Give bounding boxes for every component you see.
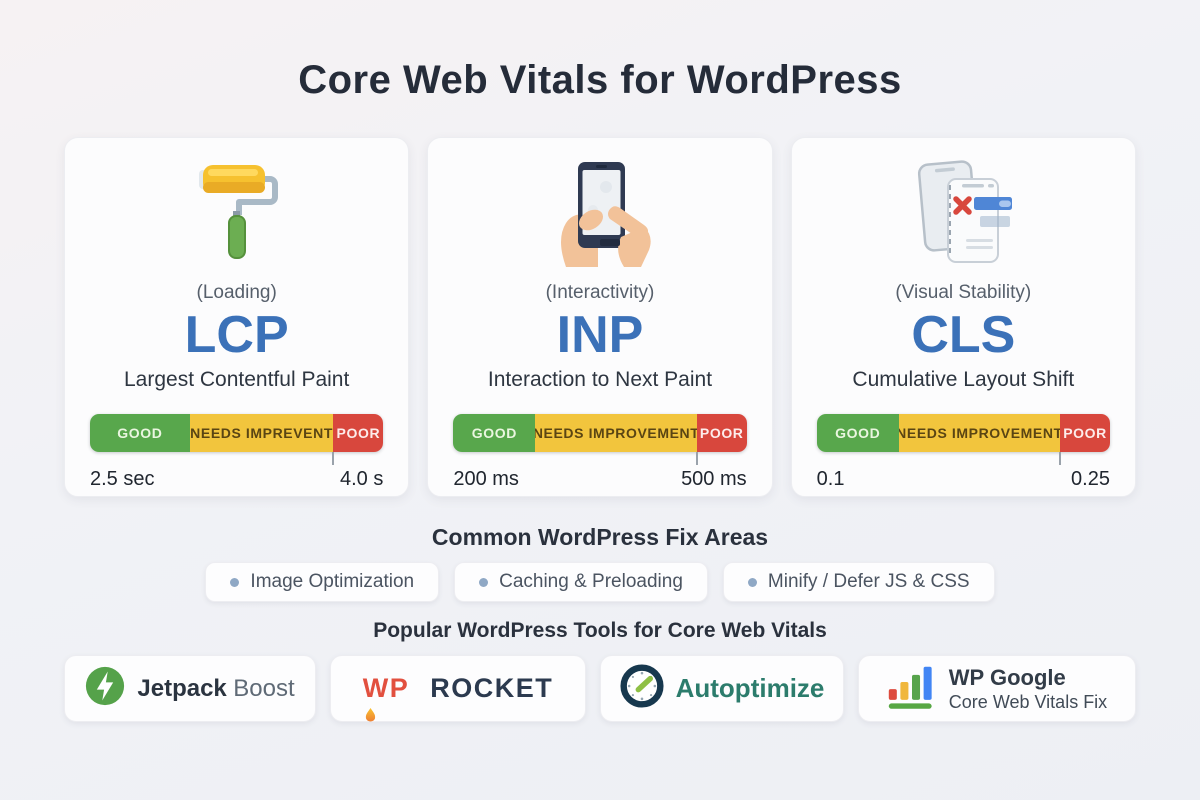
tool-name: Jetpack <box>137 674 227 702</box>
chip-caching-preloading[interactable]: Caching & Preloading <box>454 562 708 602</box>
tool-name-prefix: WP <box>363 673 410 722</box>
segment-needs-improvement: NEEDS IMPROVEMENT <box>898 413 1061 452</box>
jetpack-bolt-icon <box>85 666 125 711</box>
threshold-bar: GOOD NEEDS IMPROVEMENT POOR <box>816 413 1110 465</box>
segment-good: GOOD <box>453 413 536 452</box>
paint-roller-icon <box>187 150 287 274</box>
poor-threshold-value: 0.25 <box>1071 467 1110 490</box>
autoptimize-clock-icon <box>620 664 664 713</box>
fix-areas-row: Image Optimization Caching & Preloading … <box>0 562 1200 602</box>
segment-good: GOOD <box>90 413 190 452</box>
metric-code: INP <box>556 306 644 364</box>
chip-minify-defer[interactable]: Minify / Defer JS & CSS <box>722 562 995 602</box>
segment-poor: POOR <box>696 413 747 452</box>
threshold-range: 0.1 0.25 <box>817 468 1110 491</box>
good-threshold-value: 200 ms <box>453 467 519 490</box>
chip-label: Image Optimization <box>250 571 415 592</box>
metric-category: (Visual Stability) <box>895 282 1032 303</box>
threshold-range: 200 ms 500 ms <box>453 468 746 491</box>
tool-name: ROCKET <box>430 673 554 703</box>
chip-label: Minify / Defer JS & CSS <box>767 571 970 592</box>
layout-shift-icon <box>904 150 1022 274</box>
poor-threshold-value: 500 ms <box>681 467 747 490</box>
threshold-tick <box>695 451 698 465</box>
metric-cards-row: (Loading) LCP Largest Contentful Paint G… <box>64 137 1136 497</box>
metric-card-inp: (Interactivity) INP Interaction to Next … <box>427 137 773 497</box>
good-threshold-value: 0.1 <box>816 467 845 490</box>
threshold-range: 2.5 sec 4.0 s <box>90 468 383 491</box>
bullet-dot-icon <box>230 577 240 587</box>
segment-poor: POOR <box>333 413 384 452</box>
tool-name-suffix: Boost <box>233 674 295 702</box>
bar-chart-icon <box>887 663 937 714</box>
segment-poor: POOR <box>1060 413 1110 452</box>
tool-subtitle: Core Web Vitals Fix <box>948 692 1108 712</box>
metric-full-name: Interaction to Next Paint <box>487 367 713 391</box>
tool-name: Autoptimize <box>675 673 825 703</box>
threshold-tick <box>332 451 335 465</box>
fix-areas-heading: Common WordPress Fix Areas <box>431 524 769 550</box>
bullet-dot-icon <box>479 577 489 587</box>
metric-category: (Interactivity) <box>545 282 655 303</box>
threshold-tick <box>1059 451 1062 465</box>
phone-tap-icon <box>544 150 656 274</box>
threshold-bar: GOOD NEEDS IMPREVENT POOR <box>90 413 384 465</box>
metric-card-lcp: (Loading) LCP Largest Contentful Paint G… <box>64 137 410 497</box>
chip-label: Caching & Preloading <box>499 571 683 592</box>
rocket-flame-icon <box>364 700 377 731</box>
metric-code: CLS <box>911 306 1016 364</box>
metric-full-name: Largest Contentful Paint <box>124 367 350 391</box>
threshold-bar: GOOD NEEDS IMPROVEMENT POOR <box>453 413 747 465</box>
segment-needs-improvement: NEEDS IMPROVEMENT <box>535 413 697 452</box>
page-title: Core Web Vitals for WordPress <box>298 58 902 102</box>
tool-card-jetpack-boost[interactable]: Jetpack Boost <box>64 655 316 722</box>
tool-card-wp-rocket[interactable]: WP ROCKET <box>330 655 586 722</box>
chip-image-optimization[interactable]: Image Optimization <box>205 562 440 602</box>
segment-needs-improvement: NEEDS IMPREVENT <box>189 413 334 452</box>
tool-card-wp-google-cwv-fix[interactable]: WP Google Core Web Vitals Fix <box>858 655 1136 722</box>
segment-good: GOOD <box>816 413 899 452</box>
tools-row: Jetpack Boost WP ROCKET <box>64 655 1136 722</box>
metric-card-cls: (Visual Stability) CLS Cumulative Layout… <box>790 137 1136 497</box>
tools-heading: Popular WordPress Tools for Core Web Vit… <box>373 619 827 642</box>
tool-name: WP Google <box>948 664 1066 690</box>
metric-full-name: Cumulative Layout Shift <box>852 367 1075 391</box>
good-threshold-value: 2.5 sec <box>90 467 155 490</box>
poor-threshold-value: 4.0 s <box>339 467 384 490</box>
bullet-dot-icon <box>747 577 757 587</box>
metric-code: LCP <box>184 306 289 364</box>
metric-category: (Loading) <box>196 282 277 303</box>
tool-card-autoptimize[interactable]: Autoptimize <box>600 655 844 722</box>
